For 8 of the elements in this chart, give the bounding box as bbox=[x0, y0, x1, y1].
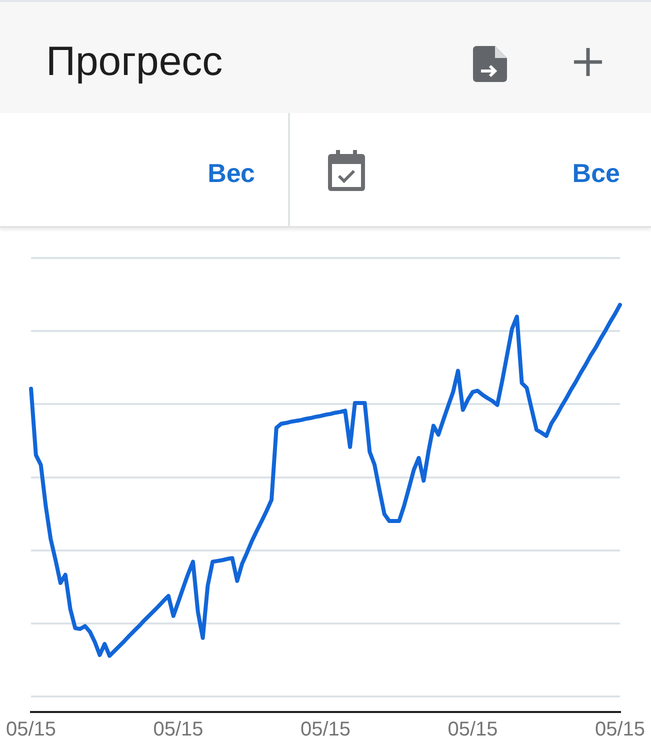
chart-title: Прогресс bbox=[46, 37, 223, 85]
x-tick-label: 05/15 bbox=[448, 718, 498, 741]
text: Все bbox=[572, 157, 620, 190]
x-tick-label: 05/15 bbox=[594, 718, 646, 741]
x-tick-label: 05/15 bbox=[300, 718, 351, 741]
x-tick-label: 05/15 bbox=[6, 718, 56, 741]
text: Вес bbox=[208, 157, 255, 190]
x-tick-label: 05/15 bbox=[153, 718, 204, 741]
